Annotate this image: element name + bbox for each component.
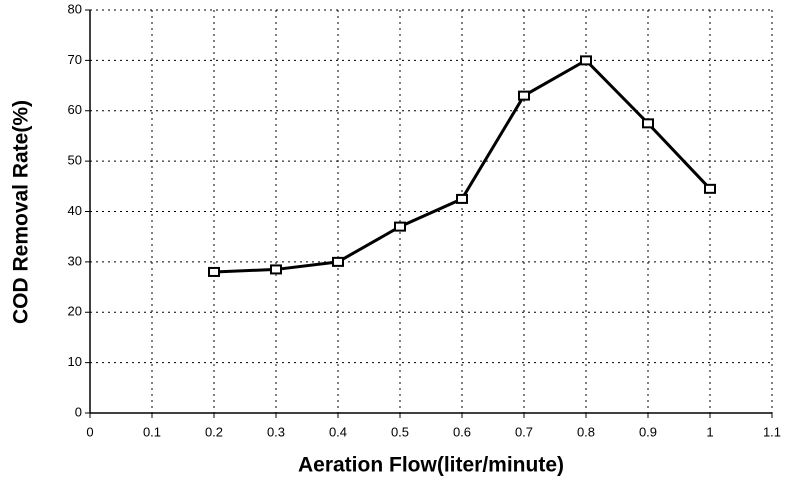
x-tick-label: 0.4 — [329, 424, 347, 439]
x-tick-label: 1.1 — [763, 424, 781, 439]
data-point — [456, 193, 468, 204]
data-point — [642, 118, 654, 129]
x-tick-label: 0.3 — [267, 424, 285, 439]
y-tick-label: 60 — [68, 102, 82, 117]
x-axis-title: Aeration Flow(liter/minute) — [298, 454, 564, 477]
data-point — [270, 264, 282, 275]
data-point — [394, 221, 406, 232]
y-tick-label: 40 — [68, 203, 82, 218]
y-tick-label: 10 — [68, 354, 82, 369]
x-tick-label: 0.8 — [577, 424, 595, 439]
data-point — [704, 183, 716, 194]
x-tick-label: 0.2 — [205, 424, 223, 439]
y-tick-label: 30 — [68, 253, 82, 268]
x-tick-label: 0.9 — [639, 424, 657, 439]
y-tick-label: 70 — [68, 52, 82, 67]
y-tick-label: 50 — [68, 153, 82, 168]
x-tick-label: 0.6 — [453, 424, 471, 439]
x-tick-label: 0.1 — [143, 424, 161, 439]
y-axis-title: COD Removal Rate(%) — [10, 100, 33, 324]
data-point — [518, 90, 530, 101]
x-tick-label: 0.5 — [391, 424, 409, 439]
y-tick-label: 80 — [68, 1, 82, 16]
y-tick-label: 20 — [68, 304, 82, 319]
x-tick-label: 1 — [706, 424, 713, 439]
y-tick-label: 0 — [75, 404, 82, 419]
data-point — [208, 266, 220, 277]
data-point — [332, 256, 344, 267]
x-tick-label: 0.7 — [515, 424, 533, 439]
x-tick-label: 0 — [86, 424, 93, 439]
data-point — [580, 55, 592, 66]
